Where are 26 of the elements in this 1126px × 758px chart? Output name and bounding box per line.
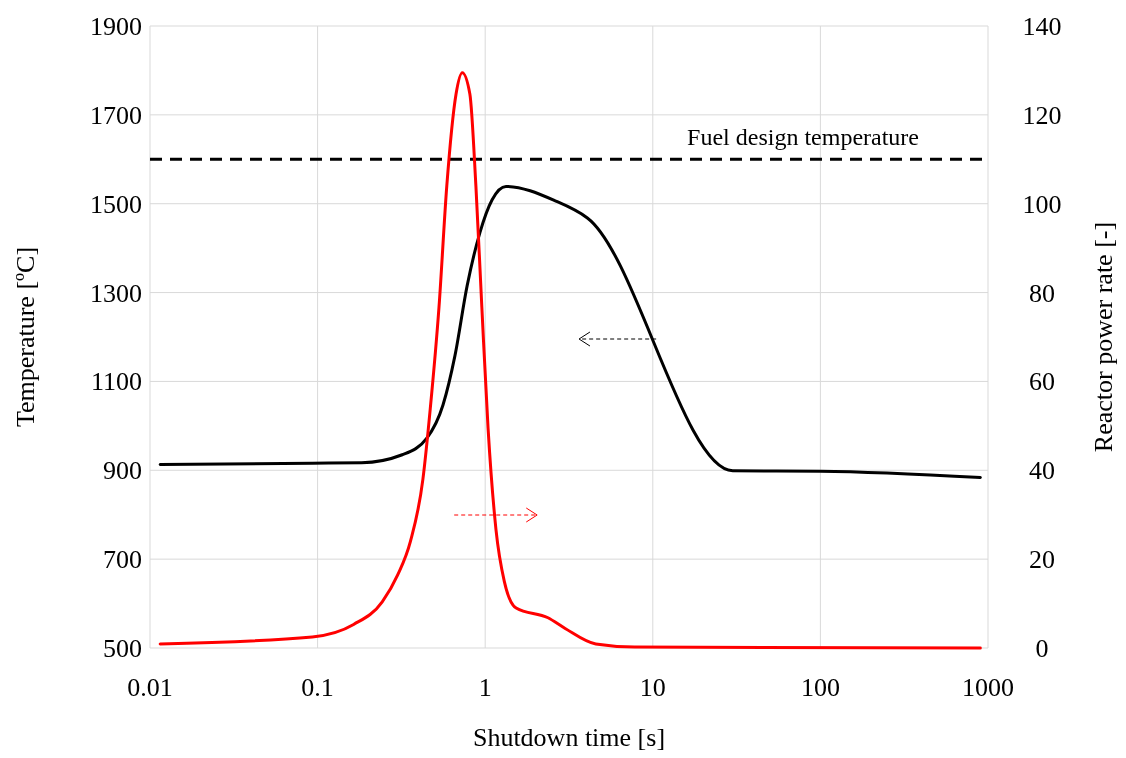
y2-tick-label: 20	[1029, 545, 1055, 575]
x-tick-label: 10	[639, 673, 666, 702]
x-tick-label: 1000	[962, 673, 1014, 702]
x-tick-label: 1	[478, 673, 492, 702]
y-axis-title: Temperature [ºC]	[11, 246, 40, 428]
y2-tick-label: 140	[1022, 12, 1062, 41]
y-tick-label: 1300	[90, 278, 142, 308]
y-tick-label: 1100	[90, 367, 142, 397]
y-tick-label: 900	[103, 456, 142, 486]
y2-tick-label: 60	[1029, 367, 1055, 397]
y2-tick-label: 40	[1029, 456, 1055, 486]
y2-tick-label: 100	[1022, 189, 1062, 219]
y2-axis-title: Reactor power rate [-]	[1089, 221, 1118, 453]
y2-tick-label: 0	[1035, 634, 1049, 663]
y-tick-label: 700	[103, 545, 142, 575]
y2-tick-label: 80	[1029, 278, 1055, 308]
y2-tick-label: 120	[1022, 100, 1062, 130]
y-tick-label: 500	[103, 634, 142, 663]
x-tick-label: 0.1	[301, 673, 334, 702]
x-tick-label: 100	[800, 673, 840, 702]
ref-line-label: Fuel design temperature	[687, 124, 919, 151]
y-tick-label: 1700	[90, 100, 142, 130]
x-axis-title: Shutdown time [s]	[472, 723, 666, 752]
y-tick-label: 1500	[90, 189, 142, 219]
y-tick-label: 1900	[90, 12, 142, 41]
x-tick-label: 0.01	[127, 673, 173, 702]
